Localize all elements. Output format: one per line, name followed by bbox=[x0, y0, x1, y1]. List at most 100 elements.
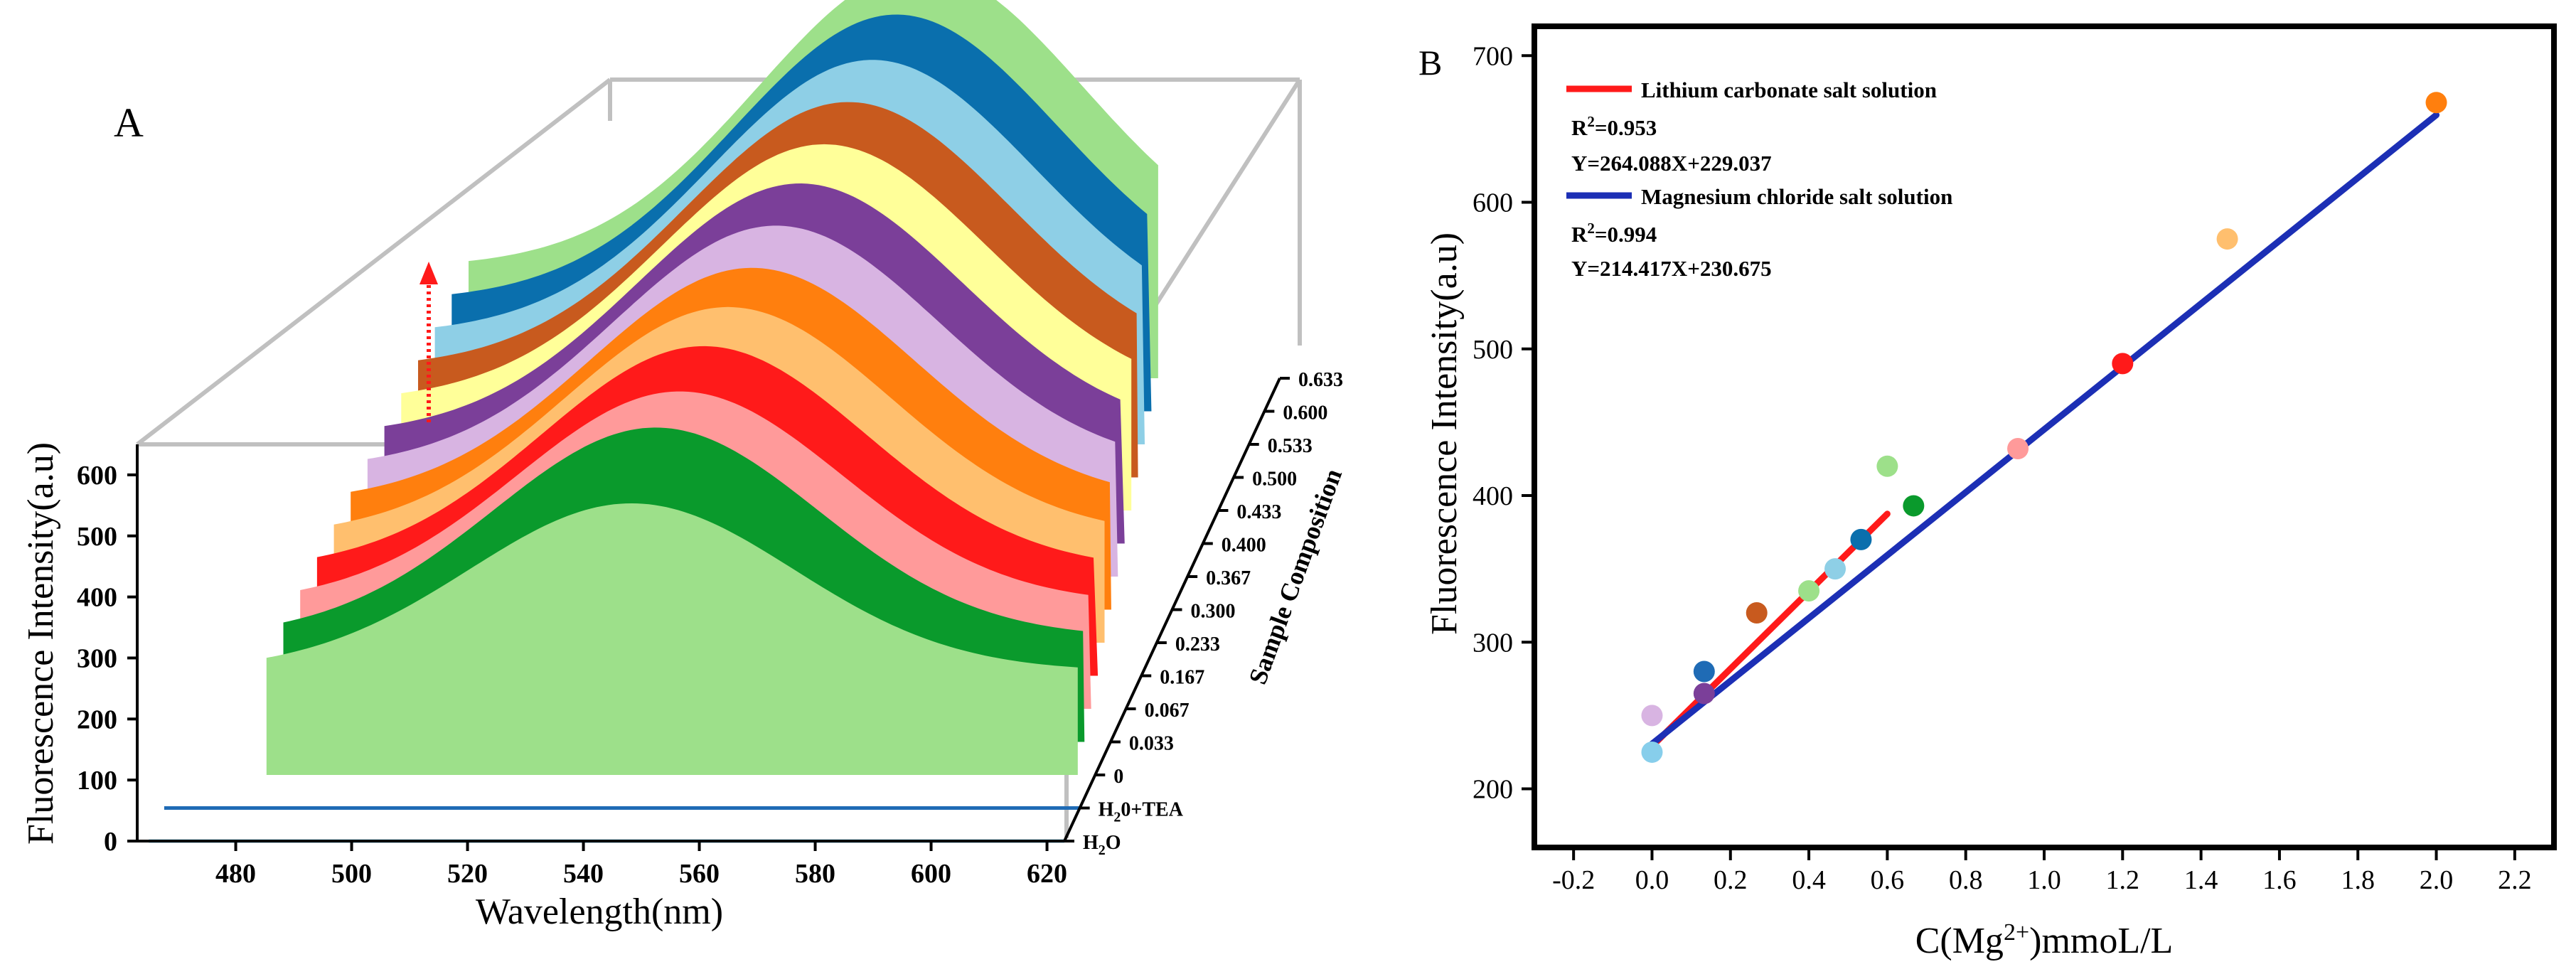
panel-b-plot-frame bbox=[1532, 23, 2557, 850]
scatter-point bbox=[2216, 228, 2238, 250]
panel-a-x-tick-label: 580 bbox=[795, 859, 835, 889]
increase-arrow-head bbox=[419, 262, 438, 284]
legend-r2-lithium: R2=0.953 bbox=[1571, 113, 1657, 140]
panel-b-legend: Lithium carbonate salt solution R2=0.953… bbox=[1566, 77, 1952, 281]
panel-a-comp-label: 0.533 bbox=[1268, 435, 1313, 457]
increase-arrow bbox=[419, 262, 438, 422]
panel-b-x-tick-label: 1.0 bbox=[2027, 865, 2061, 895]
comp-label-rest: 0+TEA bbox=[1121, 799, 1183, 821]
panel-a-x-tick-label: 620 bbox=[1027, 859, 1067, 889]
panel-a-y-tick-label: 300 bbox=[77, 643, 117, 673]
panel-b-y-tick-label: 600 bbox=[1473, 188, 1513, 218]
panel-a-y-ticks: 0 100 200 300 400 500 600 bbox=[77, 461, 137, 857]
scatter-point bbox=[1850, 528, 1872, 550]
panel-a-y-tick-label: 200 bbox=[77, 705, 117, 734]
comp-label-main: 0.367 bbox=[1206, 567, 1251, 589]
box-edge-top-left bbox=[136, 77, 611, 446]
r2-r-lithium: R bbox=[1571, 115, 1588, 140]
comp-label-main: 0.500 bbox=[1252, 469, 1297, 491]
comp-label-main: 0.067 bbox=[1145, 700, 1190, 722]
x-title-main: C(Mg bbox=[1915, 921, 2004, 961]
panel-b-x-tick-label: 1.4 bbox=[2184, 865, 2218, 895]
panel-b-scatter-chart: B -0.2 0.0 0.2 0.4 0.6 0.8 1.0 1.2 1.4 1.6 1.8 2.0 2… bbox=[1418, 23, 2557, 961]
r2-r-magnesium: R bbox=[1571, 222, 1588, 247]
scatter-point bbox=[1824, 558, 1847, 580]
comp-label-main: H bbox=[1083, 832, 1099, 854]
r2-sup-lithium: 2 bbox=[1587, 113, 1595, 130]
panel-a-comp-label: 0.367 bbox=[1206, 567, 1251, 589]
panel-a-composition-ticks: H2OH20+TEA00.0330.0670.1670.2330.3000.36… bbox=[1064, 369, 1343, 858]
panel-a-x-tick-label: 500 bbox=[331, 859, 372, 889]
panel-a-x-tick-label: 520 bbox=[447, 859, 488, 889]
scatter-point bbox=[1693, 683, 1715, 705]
panel-a-comp-label: 0.433 bbox=[1236, 501, 1281, 523]
panel-a-x-tick-label: 600 bbox=[911, 859, 951, 889]
panel-b-x-axis-title: C(Mg2+)mmoL/L bbox=[1915, 919, 2174, 961]
panel-a-3d-chart: A 0 100 200 300 400 500 600 480 500 520 540 560 580… bbox=[21, 0, 1347, 932]
panel-b-x-tick-label: 0.8 bbox=[1949, 865, 1983, 895]
x-title-sup: 2+ bbox=[2004, 919, 2029, 946]
comp-label-main: 0.600 bbox=[1283, 402, 1327, 424]
panel-a-x-axis-title: Wavelength(nm) bbox=[476, 892, 723, 932]
panel-b-x-tick-label: 0.2 bbox=[1714, 865, 1748, 895]
comp-label-sub: 2 bbox=[1099, 842, 1106, 858]
spectra-layers bbox=[149, 0, 1158, 843]
panel-a-z-axis-title: Sample Composition bbox=[1243, 465, 1347, 688]
scatter-point bbox=[2425, 92, 2447, 114]
panel-b-label: B bbox=[1418, 43, 1442, 82]
panel-a-label: A bbox=[114, 100, 144, 146]
panel-a-comp-label: 0.067 bbox=[1145, 700, 1190, 722]
panel-b-y-tick-label: 700 bbox=[1473, 41, 1513, 71]
scatter-point bbox=[2112, 353, 2134, 375]
panel-a-comp-label: H2O bbox=[1083, 832, 1121, 858]
scatter-point bbox=[1641, 741, 1663, 763]
panel-a-comp-label: 0.300 bbox=[1191, 601, 1236, 623]
panel-a-y-axis-title: Fluorescence Intensity(a.u) bbox=[21, 442, 61, 845]
x-title-rest: )mmoL/L bbox=[2029, 921, 2173, 961]
panel-b-fit-lines bbox=[1648, 112, 2440, 750]
scatter-point bbox=[1693, 660, 1715, 683]
scatter-point bbox=[1746, 602, 1768, 624]
legend-equation-magnesium: Y=214.417X+230.675 bbox=[1571, 256, 1772, 281]
comp-label-main: 0.633 bbox=[1298, 369, 1343, 391]
panel-b-ticks: -0.2 0.0 0.2 0.4 0.6 0.8 1.0 1.2 1.4 1.6 1.8 2.0 2.2… bbox=[1473, 41, 2532, 895]
panel-b-x-tick-label: 1.2 bbox=[2106, 865, 2140, 895]
panel-b-x-tick-label: 1.6 bbox=[2262, 865, 2297, 895]
r2-sup-magnesium: 2 bbox=[1587, 220, 1595, 237]
legend-equation-lithium: Y=264.088X+229.037 bbox=[1571, 151, 1772, 176]
comp-label-sub: 2 bbox=[1113, 810, 1121, 825]
comp-label-main: 0.167 bbox=[1160, 667, 1204, 689]
panel-a-comp-label: H20+TEA bbox=[1099, 799, 1184, 825]
scatter-point bbox=[1641, 705, 1663, 727]
panel-b-y-tick-label: 300 bbox=[1473, 628, 1513, 658]
panel-b-x-tick-label: 2.0 bbox=[2420, 865, 2454, 895]
r2-value-magnesium: =0.994 bbox=[1595, 222, 1657, 247]
panel-b-y-tick-label: 500 bbox=[1473, 335, 1513, 365]
comp-label-main: 0.433 bbox=[1236, 501, 1281, 523]
comp-label-main: H bbox=[1099, 799, 1114, 821]
scatter-point bbox=[1798, 580, 1820, 602]
legend-label-lithium: Lithium carbonate salt solution bbox=[1641, 77, 1937, 102]
comp-label-rest: O bbox=[1106, 832, 1121, 854]
legend-r2-magnesium: R2=0.994 bbox=[1571, 220, 1657, 247]
panel-a-comp-label: 0.167 bbox=[1160, 667, 1204, 689]
panel-b-x-tick-label: 0.0 bbox=[1635, 865, 1669, 895]
panel-a-y-tick-label: 0 bbox=[104, 827, 117, 857]
panel-a-y-tick-label: 600 bbox=[77, 461, 117, 491]
comp-label-main: 0.300 bbox=[1191, 601, 1236, 623]
panel-a-comp-label: 0.633 bbox=[1298, 369, 1343, 391]
panel-a-comp-label: 0.400 bbox=[1222, 535, 1266, 557]
panel-a-comp-label: 0 bbox=[1113, 766, 1123, 788]
comp-label-main: 0.233 bbox=[1175, 633, 1220, 656]
legend-label-magnesium: Magnesium chloride salt solution bbox=[1641, 184, 1952, 209]
panel-b-x-tick-label: 0.6 bbox=[1871, 865, 1905, 895]
scatter-point bbox=[2007, 438, 2029, 459]
panel-a-comp-label: 0.600 bbox=[1283, 402, 1327, 424]
spectrum-layer-2 bbox=[266, 503, 1078, 775]
r2-value-lithium: =0.953 bbox=[1595, 115, 1657, 140]
panel-a-comp-label: 0.500 bbox=[1252, 469, 1297, 491]
scatter-point bbox=[1903, 495, 1925, 517]
comp-label-main: 0.533 bbox=[1268, 435, 1313, 457]
comp-label-main: 0.400 bbox=[1222, 535, 1266, 557]
